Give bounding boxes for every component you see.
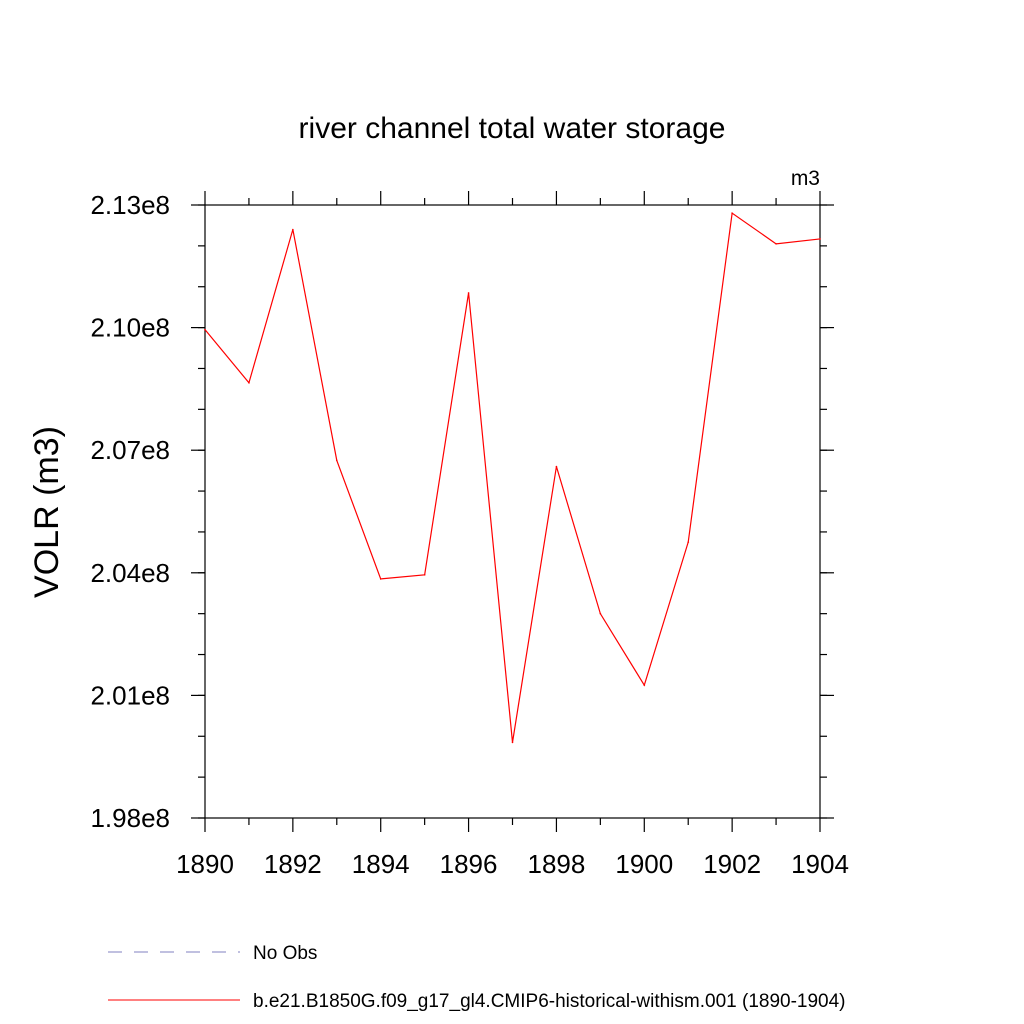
- x-tick-label: 1892: [264, 849, 322, 879]
- y-tick-label: 2.13e8: [90, 190, 170, 220]
- y-tick-label: 2.10e8: [90, 313, 170, 343]
- series-line: [204, 212, 821, 743]
- x-tick-label: 1904: [791, 849, 849, 879]
- axes: 1.98e8 2.01e8 2.04e8 2.07e8 2.10e8 2.13e8 1890…: [90, 190, 848, 879]
- chart-title: river channel total water storage: [299, 112, 726, 145]
- y-tick-label: 2.01e8: [90, 680, 170, 710]
- data-point: [248, 381, 250, 384]
- data-point: [292, 228, 294, 231]
- x-tick-label: 1898: [528, 849, 586, 879]
- units-label: m3: [791, 167, 820, 190]
- legend-label: b.e21.B1850G.f09_g17_gl4.CMIP6-historica…: [253, 991, 846, 1012]
- x-tick-label: 1900: [615, 849, 673, 879]
- legend-label: No Obs: [253, 943, 317, 964]
- data-point: [204, 328, 206, 331]
- data-point: [467, 292, 470, 294]
- data-point: [819, 238, 821, 240]
- x-tick-label: 1890: [176, 849, 234, 879]
- legend: No Obs b.e21.B1850G.f09_g17_gl4.CMIP6-his…: [108, 943, 846, 1012]
- x-tick-label: 1896: [440, 849, 498, 879]
- y-tick-label: 1.98e8: [90, 803, 170, 833]
- data-point: [687, 541, 690, 543]
- x-tick-label: 1902: [703, 849, 761, 879]
- data-point: [775, 243, 777, 245]
- data-point: [335, 459, 338, 462]
- y-tick-label: 2.07e8: [90, 435, 170, 465]
- y-axis-label: VOLR (m3): [28, 426, 66, 598]
- data-point: [555, 465, 558, 468]
- data-point: [379, 578, 382, 580]
- data-point: [423, 574, 426, 576]
- plot-area: [204, 212, 821, 744]
- y-tick-label: 2.04e8: [90, 558, 170, 588]
- data-point: [643, 684, 646, 686]
- x-tick-label: 1894: [352, 849, 410, 879]
- data-point: [599, 612, 602, 615]
- plot-frame: [204, 204, 821, 819]
- data-point: [511, 741, 514, 744]
- data-point: [731, 212, 733, 214]
